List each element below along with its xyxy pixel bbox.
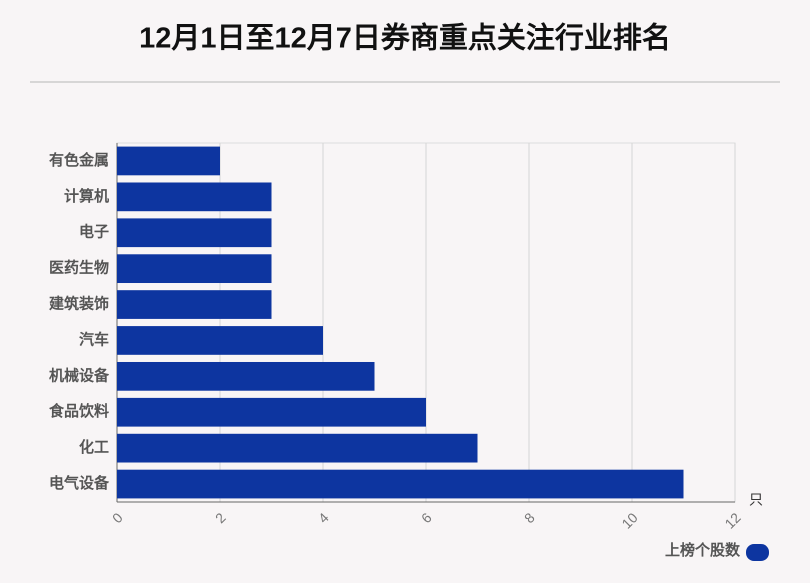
y-tick-label: 建筑装饰 <box>49 295 109 313</box>
bar <box>117 397 426 427</box>
x-axis-unit: 只 <box>749 492 763 508</box>
y-tick-label: 食品饮料 <box>49 402 109 420</box>
bar <box>117 218 272 248</box>
y-tick-label: 计算机 <box>64 187 109 205</box>
chart-title: 12月1日至12月7日券商重点关注行业排名 <box>139 21 671 55</box>
y-tick-label: 有色金属 <box>49 151 109 169</box>
y-tick-label: 医药生物 <box>49 259 109 277</box>
bar <box>117 146 220 176</box>
legend-swatch <box>746 544 769 561</box>
y-tick-label: 电气设备 <box>49 474 110 492</box>
y-tick-label: 汽车 <box>79 330 109 348</box>
bar <box>117 469 684 499</box>
bar <box>117 254 272 284</box>
legend-label: 上榜个股数 <box>665 541 741 559</box>
bar <box>117 290 272 319</box>
bar <box>117 361 375 391</box>
y-tick-label: 电子 <box>79 223 109 241</box>
y-tick-label: 机械设备 <box>49 366 110 384</box>
y-tick-label: 化工 <box>79 438 109 456</box>
bar <box>117 433 478 463</box>
bar <box>117 326 323 355</box>
bar <box>117 182 272 212</box>
